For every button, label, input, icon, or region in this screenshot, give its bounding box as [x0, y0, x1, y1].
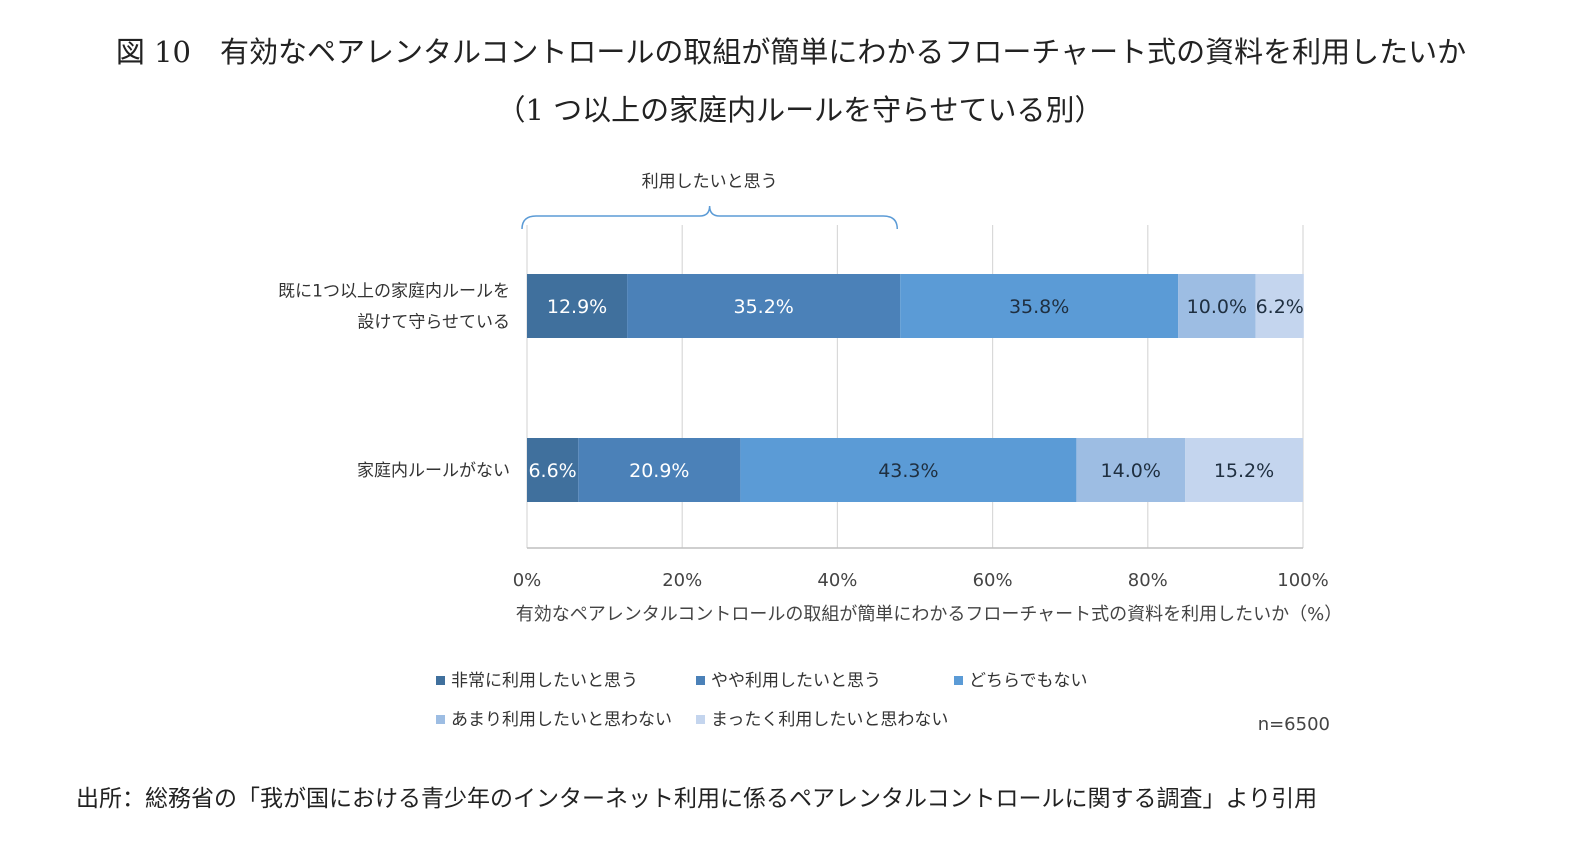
bar-segment [1178, 274, 1256, 338]
category-label: 既に1つ以上の家庭内ルールを [278, 282, 510, 302]
legend-label: まったく利用したいと思わない [711, 710, 948, 730]
chart-subtitle: （1 つ以上の家庭内ルールを守らせている別） [496, 93, 1103, 127]
bracket-label: 利用したいと思う [642, 172, 778, 192]
legend: 非常に利用したいと思う やや利用したいと思う どちらでもないあまり利用したいと思わな… [436, 671, 1088, 730]
bar-data-label: 15.2% [1214, 460, 1274, 482]
chart-title: 図 10 有効なペアレンタルコントロールの取組が簡単にわかるフローチャート式の資… [116, 35, 1466, 69]
bar-data-label: 43.3% [878, 460, 938, 482]
legend-swatch [954, 676, 963, 685]
source-note: 出所：総務省の「我が国における青少年のインターネット利用に係るペアレンタルコント… [76, 786, 1317, 812]
bar-data-label: 6.6% [528, 460, 576, 482]
legend-swatch [436, 676, 445, 685]
bar-segment [900, 274, 1179, 338]
axis: 0% 20% 40% 60% 80% 100% 有効なペアレンタルコントロールの取組が簡単に… [513, 547, 1343, 625]
bar-segment [1076, 438, 1186, 502]
category-label: 家庭内ルールがない [357, 461, 510, 481]
bar-segment [740, 438, 1077, 502]
bars: 12.9% 35.2% 35.8% 10.0% 6.2% 6.6% 20.9% 43.3% 14… [527, 274, 1304, 502]
x-tick-label: 40% [817, 570, 857, 591]
legend-swatch [436, 715, 445, 724]
x-tick-label: 0% [513, 570, 542, 591]
bracket: 利用したいと思う [521, 172, 899, 230]
legend-swatch [696, 676, 705, 685]
legend-label: 非常に利用したいと思う [451, 671, 638, 691]
bar-data-label: 14.0% [1101, 460, 1161, 482]
legend-label: どちらでもない [969, 671, 1088, 691]
bar-data-label: 20.9% [629, 460, 689, 482]
bar-segment [1255, 274, 1304, 338]
bracket-line [521, 205, 899, 230]
bar-segment [1185, 438, 1303, 502]
bar-segment [578, 438, 741, 502]
x-tick-label: 60% [973, 570, 1013, 591]
x-tick-label: 20% [662, 570, 702, 591]
legend-label: やや利用したいと思う [711, 671, 881, 691]
x-tick-label: 100% [1277, 570, 1328, 591]
bar-data-label: 35.2% [734, 296, 794, 318]
bar-data-label: 6.2% [1256, 296, 1304, 318]
bar-data-label: 10.0% [1187, 296, 1247, 318]
x-axis-title: 有効なペアレンタルコントロールの取組が簡単にわかるフローチャート式の資料を利用し… [516, 604, 1343, 625]
bar-segment [627, 274, 901, 338]
bar-data-label: 12.9% [547, 296, 607, 318]
bar-segment [527, 274, 628, 338]
legend-label: あまり利用したいと思わない [451, 710, 672, 730]
category-label: 設けて守らせている [357, 313, 510, 333]
bar-segment [527, 438, 579, 502]
sample-size: n=6500 [1258, 714, 1330, 735]
x-tick-label: 80% [1128, 570, 1168, 591]
legend-swatch [696, 715, 705, 724]
bar-data-label: 35.8% [1009, 296, 1069, 318]
